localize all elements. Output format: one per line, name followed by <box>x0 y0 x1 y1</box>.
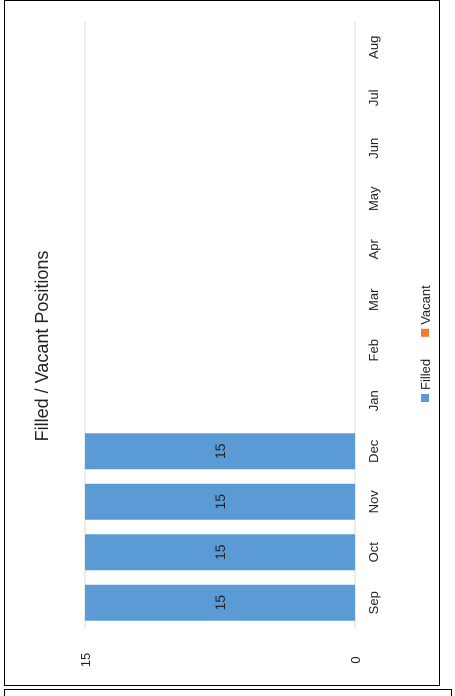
category-label: Mar <box>366 288 381 311</box>
bar-filled <box>85 534 355 571</box>
category-label: Feb <box>366 339 381 361</box>
category-label: Oct <box>366 542 381 563</box>
data-label: 15 <box>212 494 228 510</box>
value-tick-label: 0 <box>348 656 363 663</box>
legend-swatch <box>421 394 429 402</box>
category-label: Nov <box>366 490 381 514</box>
category-label: Jun <box>366 138 381 159</box>
category-label: Sep <box>366 591 381 614</box>
category-label: Dec <box>366 439 381 463</box>
category-label: Jul <box>366 89 381 106</box>
category-label: May <box>366 186 381 211</box>
category-label: Apr <box>366 238 381 259</box>
data-label: 15 <box>212 595 228 611</box>
chart-frame <box>4 0 440 686</box>
bar-filled <box>85 483 355 520</box>
category-label: Aug <box>366 36 381 59</box>
value-tick-label: 15 <box>78 653 93 667</box>
legend-entry: Filled <box>418 359 433 390</box>
legend-swatch <box>421 328 429 337</box>
bar-filled <box>85 433 355 470</box>
page-bottom-border <box>4 689 452 696</box>
chart-title: Filled / Vacant Positions <box>32 251 52 442</box>
data-label: 15 <box>212 443 228 459</box>
legend-entry: Vacant <box>418 285 433 325</box>
data-label: 15 <box>212 544 228 560</box>
category-label: Jan <box>366 390 381 411</box>
bar-filled <box>85 584 355 621</box>
